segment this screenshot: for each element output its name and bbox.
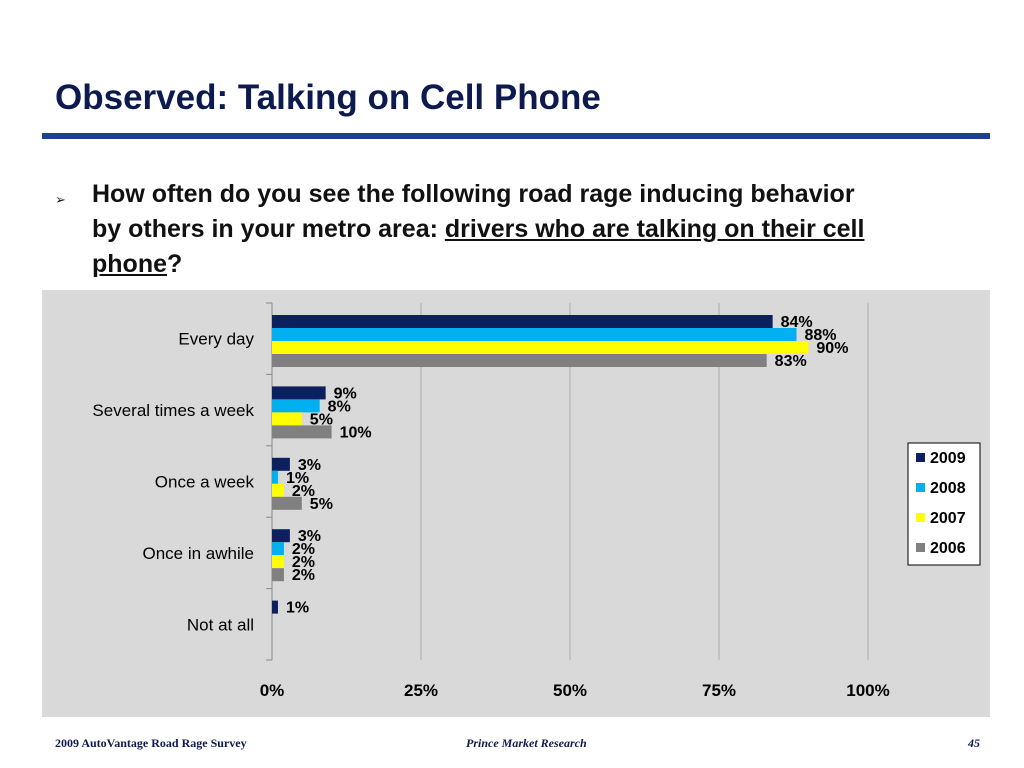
data-label: 2% bbox=[292, 541, 315, 558]
bar-2007 bbox=[272, 555, 284, 569]
bar-2009 bbox=[272, 386, 326, 400]
legend-label: 2006 bbox=[930, 540, 966, 557]
legend-label: 2007 bbox=[930, 510, 966, 527]
question-underlined-1: drivers who are talking on their cell bbox=[444, 215, 865, 243]
footer-page-number: 45 bbox=[968, 736, 980, 750]
bar-2006 bbox=[272, 425, 332, 439]
data-label: 2% bbox=[292, 554, 315, 571]
bar-2008 bbox=[272, 470, 278, 484]
bar-2008 bbox=[272, 328, 797, 341]
question-line-1: How often do you see the following road … bbox=[92, 180, 855, 208]
data-label: 3% bbox=[298, 528, 321, 545]
bar-2009 bbox=[272, 529, 290, 543]
category-label: Not at all bbox=[187, 615, 254, 634]
question-suffix: ? bbox=[167, 250, 183, 278]
data-label: 10% bbox=[340, 424, 372, 441]
data-label: 90% bbox=[816, 340, 848, 357]
data-label: 5% bbox=[310, 496, 333, 513]
data-label: 3% bbox=[298, 457, 321, 474]
question-prefix: by others in your metro area: bbox=[92, 215, 445, 243]
data-label: 9% bbox=[334, 385, 357, 402]
chart-panel: 0% 25% 50% 75% 100% Every day 84% 88% 90% 83% Seve… bbox=[42, 290, 990, 717]
slide-title: Observed: Talking on Cell Phone bbox=[55, 78, 601, 117]
question-line-3: phone? bbox=[92, 247, 992, 282]
x-tick-label: 0% bbox=[260, 681, 285, 700]
question-line-2: by others in your metro area: drivers wh… bbox=[92, 212, 992, 247]
bar-2007 bbox=[272, 483, 284, 497]
footer-survey-name: 2009 AutoVantage Road Rage Survey bbox=[55, 736, 247, 750]
x-tick-label: 50% bbox=[553, 681, 587, 700]
data-label: 2% bbox=[292, 483, 315, 500]
arrow-bullet-icon: ➢ bbox=[55, 193, 66, 208]
bar-2006 bbox=[272, 568, 284, 582]
data-label: 83% bbox=[775, 353, 807, 370]
data-label: 8% bbox=[328, 398, 351, 415]
data-label: 88% bbox=[804, 327, 836, 344]
question-underlined-2: phone bbox=[92, 250, 167, 278]
bar-2008 bbox=[272, 542, 284, 556]
bar-2009 bbox=[272, 600, 278, 614]
category-label: Once a week bbox=[155, 473, 255, 492]
x-tick-label: 75% bbox=[702, 681, 736, 700]
legend-label: 2008 bbox=[930, 480, 966, 497]
bar-2009 bbox=[272, 457, 290, 471]
data-label: 1% bbox=[286, 470, 309, 487]
bar-chart: 0% 25% 50% 75% 100% Every day 84%88%90% 83% Seve… bbox=[92, 302, 981, 700]
data-label: 2% bbox=[292, 567, 315, 584]
legend-swatch bbox=[916, 513, 925, 522]
survey-question: How often do you see the following road … bbox=[92, 177, 992, 282]
x-tick-label: 100% bbox=[846, 681, 889, 700]
legend-swatch bbox=[916, 453, 925, 462]
bar-2009 bbox=[272, 315, 773, 328]
legend-swatch bbox=[916, 543, 925, 552]
data-label: 5% bbox=[310, 411, 333, 428]
title-rule bbox=[42, 133, 990, 139]
x-tick-label: 25% bbox=[404, 681, 438, 700]
legend-swatch bbox=[916, 483, 925, 492]
category-label: Several times a week bbox=[92, 401, 254, 420]
bar-2006 bbox=[272, 496, 302, 510]
bar-2007 bbox=[272, 341, 809, 354]
data-label: 1% bbox=[286, 600, 309, 617]
bar-2007 bbox=[272, 412, 302, 426]
category-label: Every day bbox=[178, 330, 254, 349]
data-label: 84% bbox=[781, 314, 813, 331]
category-label: Once in awhile bbox=[142, 544, 254, 563]
footer-company: Prince Market Research bbox=[466, 736, 587, 750]
bar-2006 bbox=[272, 354, 767, 367]
bar-2008 bbox=[272, 399, 320, 413]
legend-label: 2009 bbox=[930, 450, 966, 467]
